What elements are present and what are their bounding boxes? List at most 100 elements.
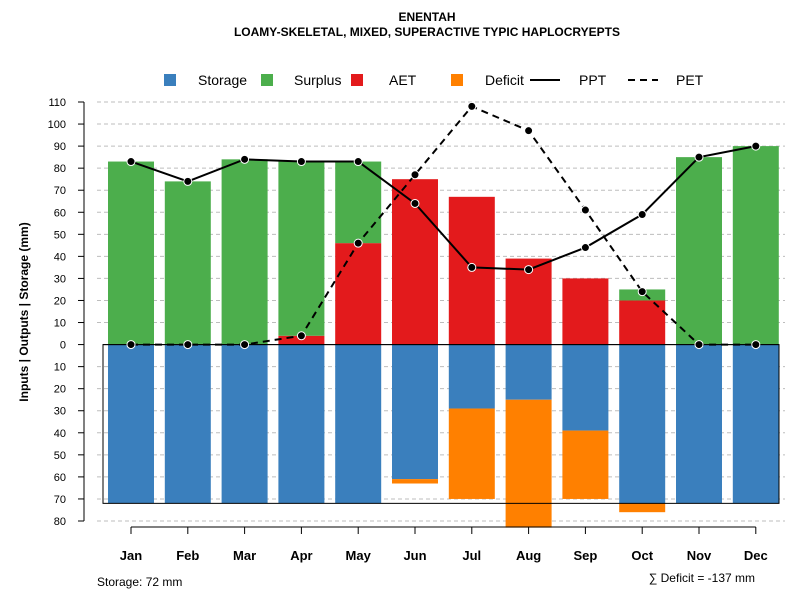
ppt-line-point [183,176,193,186]
legend-label-aet: AET [389,72,417,88]
y-tick-label: 30 [54,406,66,418]
y-axis-label: Inputs | Outputs | Storage (mm) [17,222,31,401]
gridlines [97,101,785,522]
y-tick-label: 100 [48,119,66,131]
y-tick-label: 10 [54,318,66,330]
bar-storage [164,344,211,504]
pet-line-point [694,340,704,350]
ppt-line-point [296,157,306,167]
y-tick-label: 70 [54,185,66,197]
bar-deficit [448,408,495,499]
pet-line-point [353,238,363,248]
y-tick-label: 60 [54,472,66,484]
bar-storage [505,344,552,400]
bar-surplus [278,161,325,336]
ppt-line-point [751,141,761,151]
x-tick-label: Nov [687,548,712,563]
pet-line-point [751,340,761,350]
ppt-line-point [240,154,250,164]
chart-title: ENENTAH [398,10,455,24]
x-tick-label: Mar [233,548,256,563]
ppt-line-point [410,198,420,208]
ppt-line-point [694,152,704,162]
bar-surplus [676,157,722,345]
pet-line-point [240,340,250,350]
bar-deficit [392,479,438,484]
chart-subtitle: LOAMY-SKELETAL, MIXED, SUPERACTIVE TYPIC… [234,25,620,39]
y-tick-label: 80 [54,516,66,528]
x-tick-label: Oct [631,548,653,563]
y-tick-label: 50 [54,229,66,241]
bar-storage [676,344,722,504]
pet-line-point [296,331,306,341]
x-tick-label: Sep [573,548,597,563]
bar-surplus [108,161,154,345]
ppt-line-point [637,209,647,219]
legend-swatch-surplus [261,74,273,86]
y-tick-label: 60 [54,207,66,219]
pet-line-point [580,205,590,215]
x-tick-label: Feb [176,548,199,563]
legend: Storage Surplus AET Deficit PPT PET [164,72,704,88]
y-tick-label: 40 [54,428,66,440]
pet-line-point [637,287,647,297]
ppt-line-point [126,157,136,167]
y-tick-label: 20 [54,384,66,396]
bar-storage [221,344,268,504]
x-tick-label: Apr [290,548,312,563]
y-tick-label: 40 [54,251,66,263]
y-tick-label: 10 [54,362,66,374]
y-tick-label: 20 [54,295,66,307]
x-tick-label: Jan [120,548,142,563]
bar-deficit [505,399,552,528]
legend-swatch-aet [351,74,363,86]
ppt-line-point [467,262,477,272]
pet-line-point [410,170,420,180]
pet-line-point [183,340,193,350]
legend-label-ppt: PPT [579,72,607,88]
bar-storage [732,344,779,504]
pet-line-point [126,340,136,350]
x-tick-label: Jul [462,548,481,563]
bar-surplus [164,181,211,345]
legend-label-surplus: Surplus [294,72,341,88]
bar-aet [619,300,666,345]
pet-line [131,105,756,346]
ppt-line [130,145,756,271]
pet-line-point [467,101,477,111]
x-tick-label: Aug [516,548,541,563]
bar-storage [392,344,438,480]
legend-label-deficit: Deficit [485,72,524,88]
legend-swatch-deficit [451,74,463,86]
footer-deficit-total: ∑ Deficit = -137 mm [649,571,755,585]
bar-surplus [221,159,268,345]
y-tick-label: 30 [54,273,66,285]
ppt-line-point [580,243,590,253]
y-tick-label: 0 [60,340,66,352]
axes: 1101009080706050403020100102030405060708… [48,97,768,563]
bar-storage [108,344,154,504]
bar-surplus [732,146,779,345]
footer-storage: Storage: 72 mm [97,575,182,589]
bar-storage [619,344,666,504]
bar-surplus [335,161,382,244]
pet-line-point [524,126,534,136]
bar-aet [335,243,382,345]
bar-deficit [619,503,666,513]
y-tick-label: 50 [54,450,66,462]
y-tick-label: 90 [54,141,66,153]
ppt-line-point [353,157,363,167]
y-tick-label: 70 [54,494,66,506]
legend-label-storage: Storage [198,72,247,88]
y-tick-label: 110 [48,97,66,109]
ppt-line-point [524,265,534,275]
bar-storage [278,344,325,504]
bar-storage [448,344,495,409]
series-lines [126,101,761,350]
legend-swatch-storage [164,74,176,86]
x-tick-label: Jun [403,548,426,563]
bar-storage [335,344,382,504]
y-tick-label: 80 [54,163,66,175]
bar-aet [562,278,609,345]
